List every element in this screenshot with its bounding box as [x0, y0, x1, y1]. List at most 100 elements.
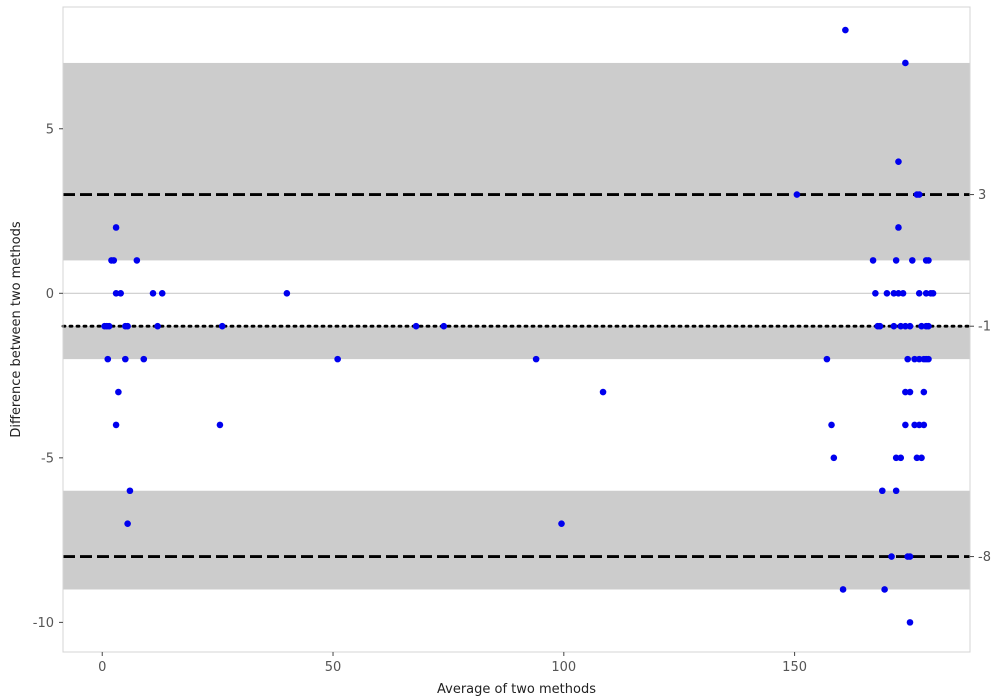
y-axis-title: Difference between two methods: [9, 221, 24, 438]
data-point: [122, 355, 129, 363]
data-point: [906, 619, 914, 626]
data-point: [915, 421, 923, 429]
data-point: [124, 520, 131, 527]
data-point: [216, 421, 224, 429]
data-point: [897, 322, 905, 330]
reference-line-label: -1: [978, 320, 991, 335]
data-point: [897, 454, 905, 462]
data-point: [115, 388, 122, 396]
data-point: [892, 487, 900, 495]
data-point: [918, 322, 925, 330]
data-point: [126, 487, 134, 495]
data-point: [828, 421, 835, 429]
data-point: [154, 322, 161, 330]
data-point: [104, 355, 112, 363]
data-point: [599, 388, 607, 396]
data-point: [883, 290, 891, 297]
data-point: [158, 290, 166, 297]
data-point: [920, 388, 928, 396]
data-point: [412, 322, 420, 330]
data-point: [218, 322, 226, 330]
data-point: [902, 322, 909, 330]
data-point: [842, 26, 849, 34]
data-point: [283, 290, 291, 297]
data-point: [925, 257, 932, 264]
shaded-bands: [63, 62, 970, 590]
y-tick-label: -5: [41, 451, 54, 466]
x-tick-label: 0: [98, 660, 106, 675]
reference-lines: [61, 193, 972, 558]
data-point: [909, 257, 916, 264]
shaded-band: [63, 326, 970, 360]
data-point: [895, 224, 902, 231]
data-point: [112, 224, 120, 231]
data-point: [149, 290, 157, 297]
reference-line-label: 3: [978, 188, 986, 203]
data-point: [140, 355, 148, 363]
shaded-band: [63, 62, 970, 261]
data-point: [911, 355, 918, 363]
data-point: [890, 290, 898, 297]
data-point: [839, 586, 847, 593]
data-point: [892, 454, 900, 462]
plot-panel-border: [62, 6, 971, 653]
y-axis-ticks: -10 -5 0 5: [33, 122, 63, 631]
data-point: [869, 257, 877, 264]
data-point: [879, 487, 886, 495]
data-point: [888, 553, 895, 560]
data-point: [881, 586, 888, 593]
data-point: [915, 355, 923, 363]
data-point: [105, 322, 113, 330]
data-point: [904, 355, 911, 363]
data-point: [915, 290, 923, 297]
data-point: [922, 290, 930, 297]
data-point: [929, 290, 937, 297]
data-point: [334, 355, 341, 363]
data-point: [133, 257, 141, 264]
reference-line-labels: 3 -1 -8: [970, 188, 991, 565]
y-tick-label: 0: [46, 287, 54, 302]
data-point: [532, 355, 540, 363]
x-tick-label: 100: [551, 660, 576, 675]
data-point: [558, 520, 565, 527]
data-point: [876, 322, 884, 330]
data-point: [906, 553, 914, 560]
y-tick-label: 5: [46, 122, 54, 137]
data-point: [915, 191, 923, 198]
data-point: [920, 421, 928, 429]
data-point: [110, 257, 118, 264]
data-point: [890, 322, 898, 330]
data-point: [440, 322, 448, 330]
data-point: [925, 355, 932, 363]
data-point: [830, 454, 838, 462]
data-point: [902, 388, 909, 396]
x-axis-ticks: 0 50 100 150: [98, 652, 807, 675]
data-point: [793, 191, 801, 198]
x-tick-label: 150: [782, 660, 807, 675]
data-point: [902, 59, 909, 67]
data-point: [913, 454, 921, 462]
data-point: [906, 388, 914, 396]
data-point: [918, 454, 925, 462]
data-points: [101, 26, 937, 626]
data-point: [906, 322, 914, 330]
data-point: [823, 355, 831, 363]
x-tick-label: 50: [325, 660, 342, 675]
data-point: [899, 290, 907, 297]
data-point: [112, 290, 120, 297]
shaded-band: [63, 490, 970, 590]
data-point: [124, 322, 131, 330]
data-point: [112, 421, 120, 429]
data-point: [895, 158, 902, 165]
data-point: [925, 322, 932, 330]
data-point: [872, 290, 879, 297]
reference-line-label: -8: [978, 550, 991, 565]
data-point: [911, 421, 918, 429]
data-point: [902, 421, 909, 429]
y-tick-label: -10: [33, 616, 54, 631]
data-point: [892, 257, 900, 264]
data-point: [895, 290, 902, 297]
x-axis-title: Average of two methods: [437, 682, 596, 697]
data-point: [117, 290, 124, 297]
